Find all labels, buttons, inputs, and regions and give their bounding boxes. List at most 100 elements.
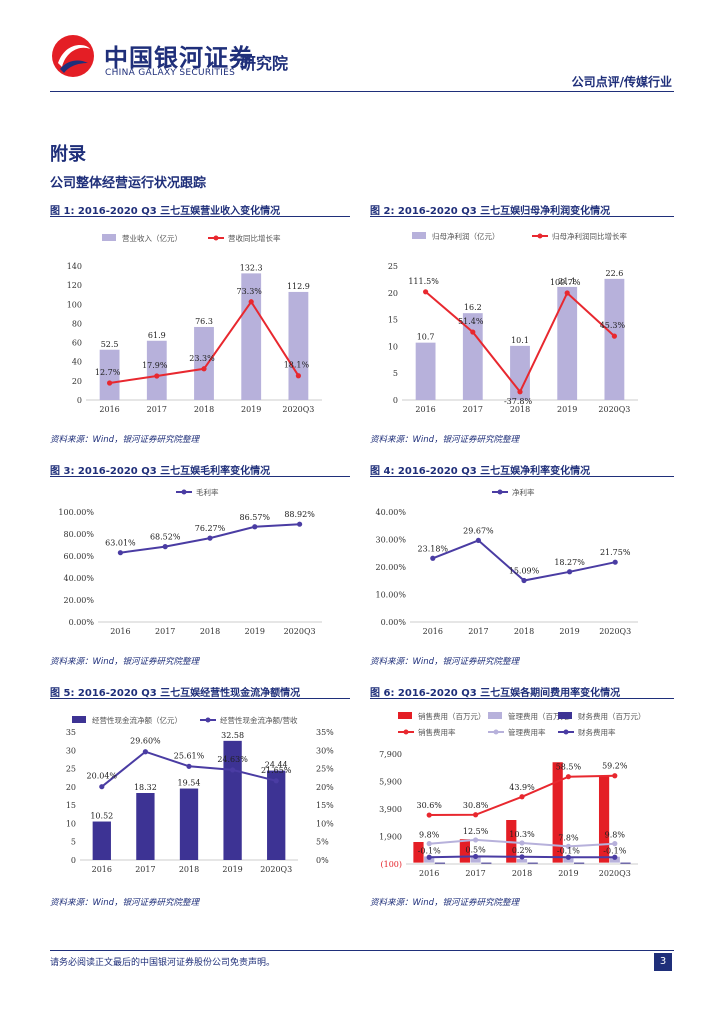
- fig1-bar-label: 132.3: [240, 263, 263, 272]
- fig3-line-label: 63.01%: [105, 539, 136, 548]
- fig4-source: 资料来源：Wind，银河证券研究院整理: [370, 657, 520, 667]
- fig2-chart: 0 5 10 15 20 25 2016 2017 2018 2019 2020Q3 10.7 16.2…: [388, 231, 638, 414]
- fig6-x-tick-label: 2018: [512, 869, 532, 878]
- fig5-legend-label: 经营性现金流净额/营收: [220, 715, 298, 725]
- fig1-x-tick-label: 2018: [194, 405, 214, 414]
- fig6-legend-marker: [563, 729, 569, 735]
- report-header: 中国银河证券 CHINA GALAXY SECURITIES 研究院 公司点评/…: [0, 0, 724, 92]
- fig1-y-tick-label: 20: [72, 377, 82, 386]
- footer-disclaimer: 请务必阅读正文最后的中国银河证券股份公司免责声明。: [50, 958, 276, 968]
- fig3-chart: 0.00% 20.00% 40.00% 60.00% 80.00% 100.00% 2016…: [58, 487, 322, 636]
- fig5-x-tick-label: 2020Q3: [260, 865, 292, 874]
- fig1-line-point: [201, 366, 207, 372]
- header-divider: [50, 91, 674, 92]
- fig6-line-label: -0.1%: [557, 846, 580, 855]
- fig1-title: 图 1: 2016-2020 Q3 三七互娱营业收入变化情况: [50, 206, 281, 217]
- fig6-line-label: 9.8%: [419, 831, 440, 840]
- fig6-legend-marker: [403, 729, 409, 735]
- fig6-legend-label: 财务费用率: [578, 727, 616, 737]
- fig3-legend-marker: [181, 489, 187, 495]
- fig6-bar: [434, 862, 446, 864]
- fig6-bar: [598, 776, 610, 863]
- fig6-bar: [470, 856, 481, 863]
- fig5-y2-tick-label: 15%: [316, 801, 334, 810]
- fig1-line-point: [295, 373, 301, 379]
- fig2-legend-swatch: [412, 232, 426, 239]
- fig6-bar: [481, 862, 492, 864]
- fig3-line-point: [297, 521, 303, 527]
- fig2-bar-label: 22.6: [605, 269, 623, 278]
- fig2-bar-label: 10.1: [511, 336, 529, 345]
- fig6-line-point: [565, 843, 571, 849]
- fig3-y-tick-label: 20.00%: [63, 596, 94, 605]
- fig1-bar-label: 112.9: [287, 282, 310, 291]
- footer-divider: [50, 950, 674, 951]
- fig2-line-point: [470, 329, 476, 335]
- fig5-y-tick-label: 0: [71, 856, 76, 865]
- fig3-line-label: 68.52%: [150, 533, 181, 542]
- fig3-line-point: [252, 524, 258, 530]
- fig5-line-point: [273, 778, 279, 784]
- fig2-title: 图 2: 2016-2020 Q3 三七互娱归母净利润变化情况: [370, 206, 611, 217]
- fig4-line-label: 29.67%: [463, 526, 494, 535]
- fig2-x-tick-label: 2016: [415, 405, 435, 414]
- fig6-line-point: [473, 837, 479, 843]
- fig4-legend-marker: [497, 489, 503, 495]
- fig1-line-point: [248, 299, 254, 305]
- fig3-line-label: 88.92%: [284, 510, 315, 519]
- section-title: 附录: [50, 144, 86, 165]
- fig3-y-tick-label: 60.00%: [63, 552, 94, 561]
- fig6-legend-swatch: [488, 712, 502, 719]
- fig5-bar-label: 32.58: [221, 731, 244, 740]
- fig6-bar: [527, 862, 538, 864]
- fig3-legend-label: 毛利率: [196, 487, 219, 497]
- fig6-y-tick-label: (100): [380, 860, 402, 869]
- fig3-x-tick-label: 2018: [200, 627, 220, 636]
- fig6-legend-label: 管理费用率: [508, 727, 546, 737]
- galaxy-logo-icon: [52, 35, 94, 77]
- fig2-bar-label: 10.7: [417, 333, 435, 342]
- fig6-bar: [552, 762, 563, 863]
- fig1-y-tick-label: 140: [67, 262, 82, 271]
- fig1-title-rule: [50, 216, 350, 217]
- fig6-line-label: -0.1%: [603, 846, 626, 855]
- fig5-y-tick-label: 20: [66, 783, 76, 792]
- fig6-legend-label: 销售费用（百万元）: [418, 711, 486, 721]
- fig5-line-label: 21.65%: [261, 766, 292, 775]
- fig3-line-point: [162, 544, 168, 550]
- fig6-x-tick-label: 2020Q3: [599, 869, 631, 878]
- fig6-x-tick-label: 2019: [558, 869, 578, 878]
- fig1-x-tick-label: 2017: [147, 405, 167, 414]
- fig2-bar: [462, 313, 483, 400]
- fig4-title: 图 4: 2016-2020 Q3 三七互娱净利率变化情况: [370, 466, 591, 477]
- fig1-line-label: 73.3%: [236, 287, 262, 296]
- fig6-line-point: [612, 854, 618, 860]
- fig5-y2-tick-label: 30%: [316, 746, 334, 755]
- fig1-bar-label: 61.9: [148, 331, 166, 340]
- fig1-line-point: [154, 373, 160, 379]
- fig1-bar: [194, 326, 214, 400]
- fig3-x-tick-label: 2020Q3: [284, 627, 316, 636]
- fig6-title-rule: [370, 698, 674, 699]
- fig5-title: 图 5: 2016-2020 Q3 三七互娱经营性现金流净额情况: [50, 688, 301, 699]
- fig1-source: 资料来源：Wind，银河证券研究院整理: [50, 435, 200, 445]
- fig4-title-rule: [370, 476, 674, 477]
- fig4-y-tick-label: 0.00%: [381, 618, 407, 627]
- fig6-line-point: [426, 841, 432, 847]
- fig6-legend-swatch: [558, 712, 572, 719]
- fig2-y-tick-label: 5: [393, 369, 398, 378]
- fig6-bar: [459, 839, 470, 863]
- fig3-y-tick-label: 80.00%: [63, 530, 94, 539]
- logo-chinese-name: 中国银河证券: [104, 44, 254, 72]
- fig1-chart: 0 20 40 60 80 100 120 140 2016 2017 2018 2019 2020Q3…: [67, 233, 322, 414]
- fig5-line-label: 20.04%: [87, 772, 118, 781]
- fig2-line-point: [564, 290, 570, 296]
- fig4-line-point: [430, 555, 436, 561]
- fig4-y-tick-label: 20.00%: [375, 563, 406, 572]
- fig2-line-label: 109.7%: [550, 278, 581, 287]
- fig5-bar: [267, 770, 286, 860]
- fig5-legend-swatch: [72, 716, 86, 723]
- fig1-bar: [146, 340, 167, 400]
- fig4-line-point: [567, 569, 573, 575]
- fig2-y-tick-label: 25: [388, 262, 398, 271]
